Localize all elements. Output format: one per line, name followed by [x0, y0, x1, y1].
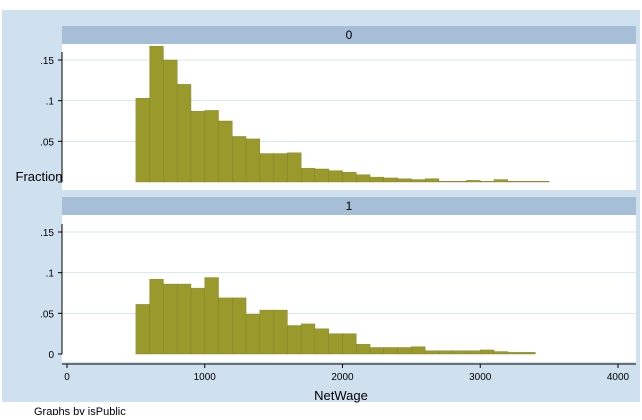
- histogram-bar: [259, 309, 274, 355]
- histogram-bar: [424, 350, 440, 355]
- histogram-bar: [273, 153, 288, 183]
- panel-0: 0 .05 .1 .15: [40, 26, 636, 190]
- histogram-bar: [369, 176, 385, 183]
- histogram-bar: [218, 297, 233, 355]
- histogram-bar: [135, 304, 150, 355]
- panel-header: [62, 197, 636, 215]
- histogram-bar: [135, 98, 150, 183]
- x-tick-label: 1000: [194, 372, 217, 383]
- histogram-bar: [369, 347, 385, 355]
- histogram-bar: [356, 344, 371, 355]
- histogram-bar: [287, 152, 302, 183]
- histogram-bar: [300, 167, 316, 183]
- histogram-bar: [273, 309, 288, 355]
- histogram-bar: [411, 179, 426, 183]
- histogram-bar: [176, 84, 192, 183]
- histogram-bar: [176, 283, 192, 355]
- x-tick-label: 2000: [331, 372, 354, 383]
- histogram-bar: [521, 180, 536, 183]
- x-axis-label: NetWage: [314, 388, 368, 403]
- histogram-bar: [397, 347, 412, 355]
- histogram-bar: [452, 180, 467, 183]
- panel-header: [62, 26, 636, 44]
- x-tick-label: 0: [64, 372, 70, 383]
- histogram-bar: [218, 120, 233, 183]
- panel-1: 1 0 .05 .1 .15: [40, 197, 636, 362]
- histogram-bar: [245, 313, 261, 355]
- x-tick-label: 4000: [607, 372, 630, 383]
- histogram-bar: [397, 178, 412, 183]
- histogram-bar: [342, 172, 357, 183]
- histogram-bar: [507, 180, 522, 183]
- histogram-bar: [342, 333, 357, 355]
- histogram-bar: [383, 347, 398, 355]
- histogram-bar: [383, 177, 398, 183]
- y-tick-label: .05: [40, 309, 54, 320]
- histogram-bar: [259, 153, 274, 183]
- y-tick-label: .1: [46, 97, 55, 108]
- x-axis: 0 1000 2000 3000 4000: [62, 363, 636, 383]
- histogram-bar: [466, 350, 481, 355]
- x-tick-label: 3000: [469, 372, 492, 383]
- histogram-bar: [328, 333, 343, 355]
- histogram-bar: [300, 323, 316, 355]
- panels-layer: 0 .05 .1 .15 1 0 .05 .1 .15: [40, 26, 636, 362]
- y-tick-label: .05: [40, 137, 54, 148]
- histogram-bar: [328, 170, 343, 183]
- histogram-bar: [356, 174, 371, 183]
- y-tick-label: .15: [40, 228, 54, 239]
- graphs-by-note: Graphs by isPublic: [34, 406, 126, 415]
- histogram-bar: [314, 328, 329, 355]
- histogram-bar: [507, 352, 522, 355]
- histogram-bar: [493, 179, 508, 183]
- histogram-bar: [452, 350, 467, 355]
- histogram-bar: [466, 180, 481, 183]
- histogram-bar: [163, 283, 178, 355]
- histogram-bar: [204, 277, 219, 355]
- panel-header-label: 0: [346, 28, 353, 42]
- histogram-bar: [190, 287, 205, 355]
- panel-header-label: 1: [346, 199, 353, 213]
- histogram-bar: [424, 178, 440, 183]
- histogram-bar: [287, 325, 302, 355]
- y-tick-label: .1: [46, 269, 55, 280]
- y-axis-label: Fraction: [16, 169, 63, 184]
- histogram-bar: [314, 168, 329, 183]
- y-tick-label: .15: [40, 56, 54, 67]
- histogram-bar: [163, 59, 178, 183]
- histogram-bar: [149, 45, 164, 183]
- histogram-bar: [438, 350, 453, 355]
- histogram-bar: [232, 136, 247, 183]
- histogram-bar: [521, 352, 536, 355]
- histogram-bar: [411, 346, 426, 355]
- histogram-bar: [149, 278, 164, 355]
- histogram-bar: [190, 111, 205, 183]
- histogram-bar: [480, 349, 495, 355]
- histogram-bar: [535, 180, 550, 183]
- histogram-bar: [204, 110, 219, 183]
- histogram-bar: [245, 138, 261, 183]
- y-tick-label: 0: [48, 350, 54, 361]
- histogram-bar: [232, 297, 247, 355]
- histogram-bar: [438, 180, 453, 183]
- histogram-bar: [493, 351, 508, 355]
- histogram-bar: [480, 180, 495, 183]
